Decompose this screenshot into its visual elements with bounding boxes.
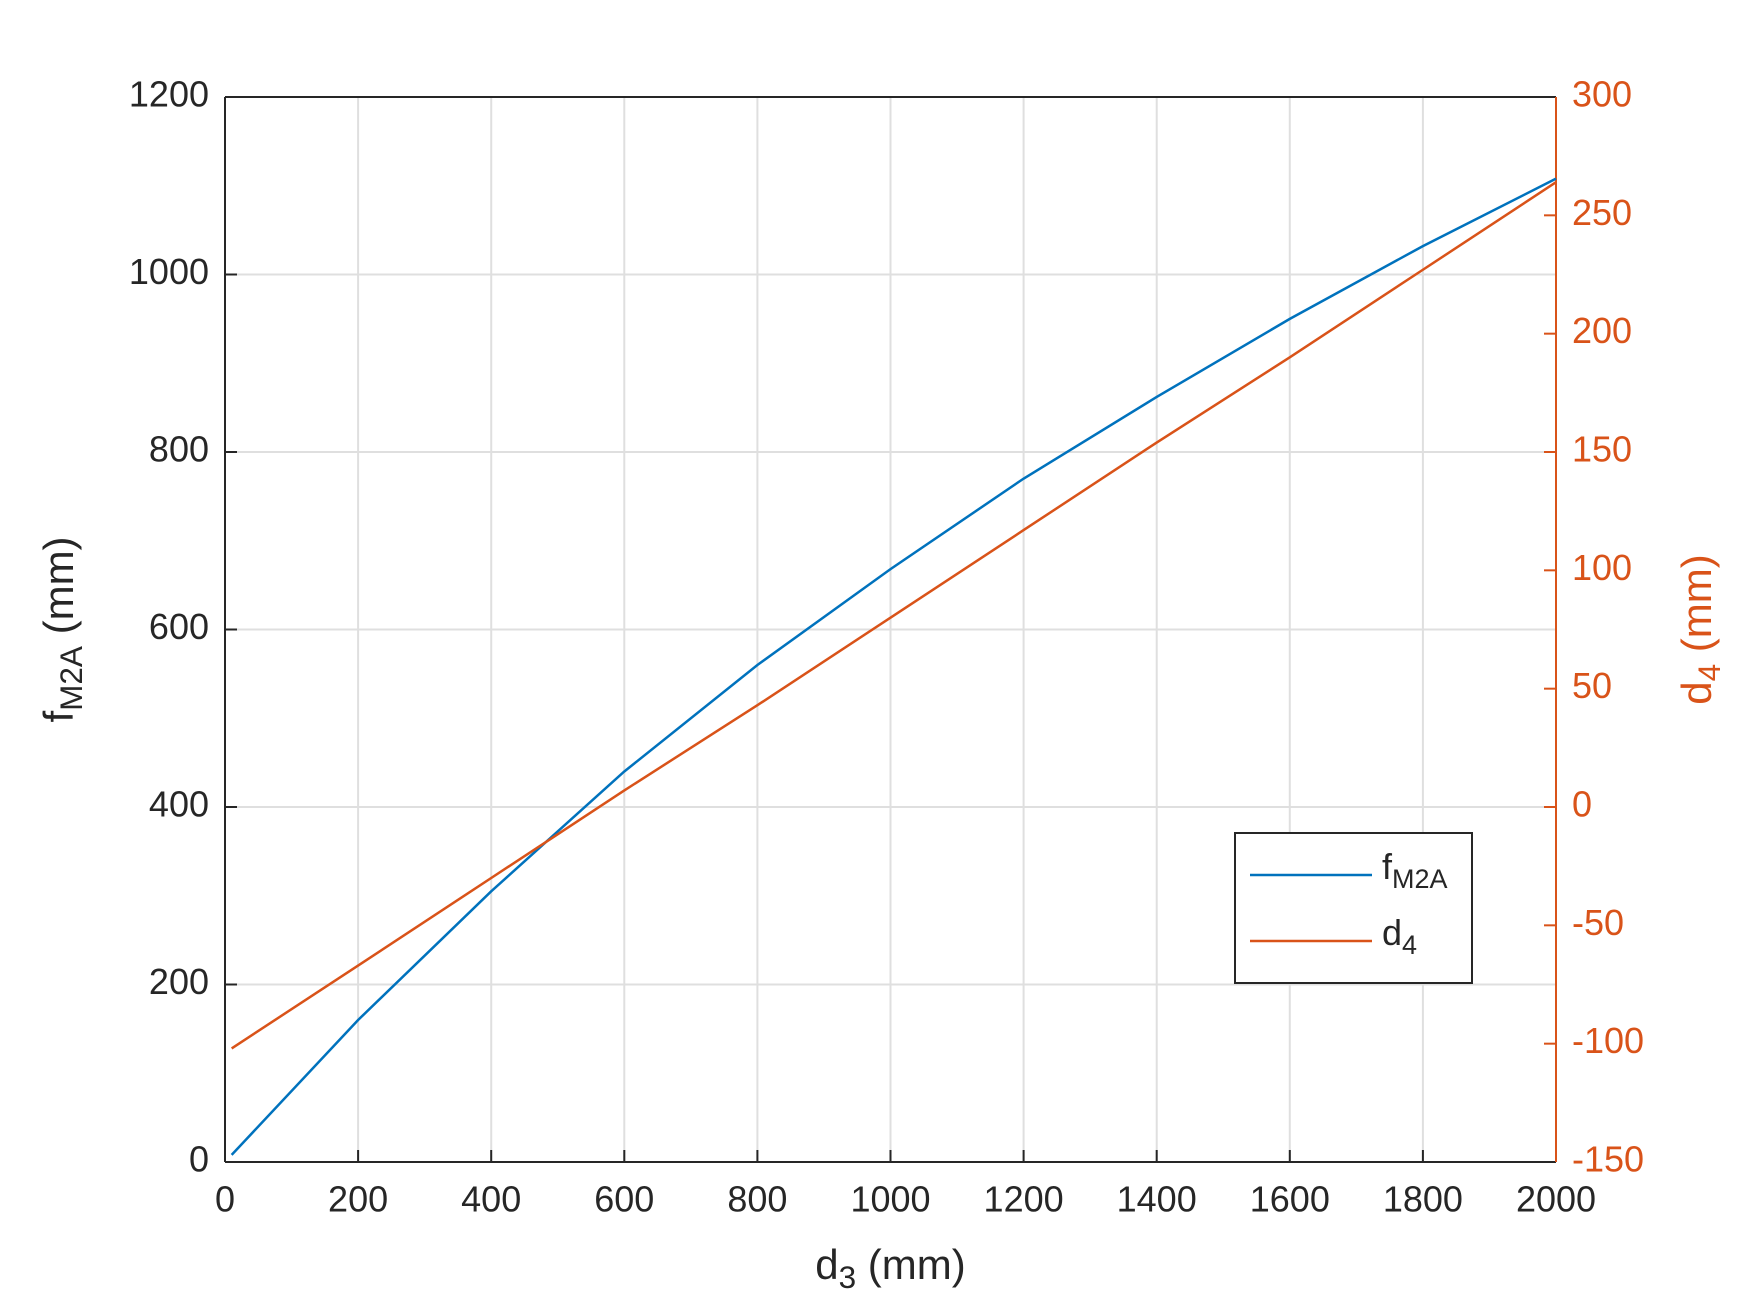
x-tick-label: 1400	[1117, 1179, 1197, 1220]
y-tick-label: 200	[149, 961, 209, 1002]
legend-label-part: 4	[1402, 930, 1417, 960]
y2-tick-label: -50	[1572, 902, 1624, 943]
x-tick-label: 800	[727, 1179, 787, 1220]
legend-label: d4	[1382, 912, 1417, 961]
y-tick-label: 400	[149, 784, 209, 825]
x-tick-label: 200	[328, 1179, 388, 1220]
x-tick-label: 0	[215, 1179, 235, 1220]
x-tick-label: 1800	[1383, 1179, 1463, 1220]
x-tick-label: 400	[461, 1179, 521, 1220]
y2-tick-label: 50	[1572, 665, 1612, 706]
y2-axis-label-part: (mm)	[1673, 554, 1720, 664]
x-tick-label: 1200	[984, 1179, 1064, 1220]
x-axis-label-part: (mm)	[856, 1241, 966, 1288]
legend-label-part: M2A	[1392, 864, 1448, 894]
y-axis-label-part: M2A	[53, 646, 89, 711]
x-tick-label: 1600	[1250, 1179, 1330, 1220]
y2-tick-label: 100	[1572, 547, 1632, 588]
x-tick-label: 600	[594, 1179, 654, 1220]
x-tick-label: 1000	[850, 1179, 930, 1220]
x-axis-label-part: d	[815, 1241, 838, 1288]
y2-tick-label: 250	[1572, 192, 1632, 233]
x-axis-label-part: 3	[839, 1259, 857, 1295]
y2-tick-label: -100	[1572, 1020, 1644, 1061]
y-tick-label: 0	[189, 1139, 209, 1180]
series-line	[230, 181, 1557, 1050]
y-axis-label-part: (mm)	[35, 536, 82, 646]
y2-axis-label: d4 (mm)	[1673, 554, 1727, 705]
y2-tick-label: 0	[1572, 784, 1592, 825]
series-line	[230, 177, 1557, 1156]
y2-tick-label: 150	[1572, 429, 1632, 470]
y-tick-label: 800	[149, 429, 209, 470]
y-tick-label: 600	[149, 606, 209, 647]
y2-tick-label: -150	[1572, 1139, 1644, 1180]
legend-label-part: f	[1382, 846, 1393, 887]
y-axis-label-part: f	[35, 711, 82, 723]
legend-box	[1234, 832, 1473, 984]
y-tick-label: 1200	[129, 74, 209, 115]
x-tick-label: 2000	[1516, 1179, 1596, 1220]
legend-label-part: d	[1382, 912, 1402, 953]
legend-label: fM2A	[1382, 846, 1448, 895]
x-axis-label: d3 (mm)	[815, 1241, 966, 1295]
y-tick-label: 1000	[129, 251, 209, 292]
y2-tick-label: 200	[1572, 310, 1632, 351]
y2-axis-label-part: 4	[1691, 664, 1727, 682]
y2-axis-label-part: d	[1673, 681, 1720, 704]
y2-tick-label: 300	[1572, 74, 1632, 115]
y-axis-label: fM2A (mm)	[35, 536, 89, 722]
